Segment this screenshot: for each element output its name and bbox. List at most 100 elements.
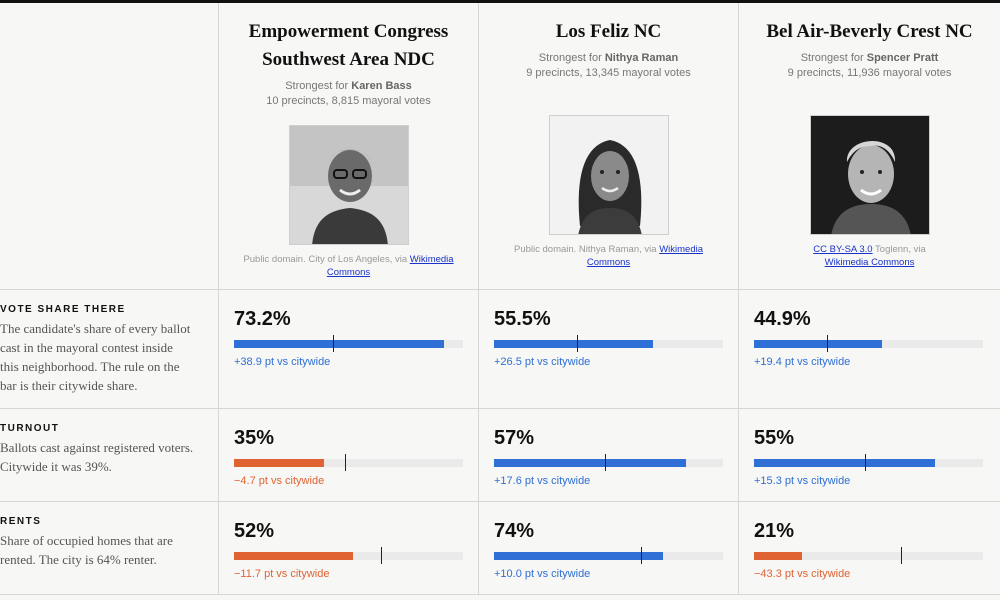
strongest-prefix: Strongest for	[538, 52, 605, 64]
metric-value: 55.5%	[494, 308, 551, 330]
candidate-name: Nithya Raman	[604, 52, 679, 64]
credit-text: Toglenn, via	[872, 244, 926, 255]
strongest-prefix: Strongest for	[800, 52, 867, 64]
metric-value: 73.2%	[234, 308, 291, 330]
precinct-stats: 9 precincts, 13,345 mayoral votes	[526, 67, 691, 79]
bar-fill	[754, 340, 882, 348]
delta-text: −4.7 pt vs citywide	[234, 475, 325, 487]
citywide-rule	[827, 335, 828, 352]
strongest-for: Strongest for Nithya Raman	[494, 51, 723, 66]
comparison-table: Empowerment Congress Southwest Area NDC …	[0, 3, 1000, 595]
citywide-rule	[865, 454, 866, 471]
candidate-name: Karen Bass	[351, 80, 412, 92]
metric-cell: 74% +10.0 pt vs citywide	[479, 502, 739, 594]
neighborhood-title: Los Feliz NC	[494, 18, 723, 46]
metric-cell: 35% −4.7 pt vs citywide	[219, 409, 479, 501]
neighborhood-title-line1: Los Feliz NC	[555, 21, 662, 42]
portrait-icon	[809, 115, 930, 235]
metric-cell: 21% −43.3 pt vs citywide	[739, 502, 1000, 594]
citywide-rule	[641, 547, 642, 564]
bar-fill	[494, 340, 653, 348]
strongest-prefix: Strongest for	[285, 80, 352, 92]
metric-row-rents: RENTS Share of occupied homes that are r…	[0, 502, 1000, 595]
top-rule	[0, 0, 1000, 3]
header-row: Empowerment Congress Southwest Area NDC …	[0, 3, 1000, 290]
delta-text: +38.9 pt vs citywide	[234, 356, 331, 368]
candidate-column: Los Feliz NC Strongest for Nithya Raman …	[479, 3, 739, 289]
metric-bar	[754, 547, 983, 564]
metric-cell: 44.9% +19.4 pt vs citywide	[739, 290, 1000, 408]
bar-fill	[754, 459, 935, 467]
bar-fill	[494, 459, 686, 467]
metric-value: 35%	[234, 427, 275, 449]
metric-description: Share of occupied homes that are rented.…	[0, 533, 173, 567]
metric-description: The candidate's share of every ballot ca…	[0, 321, 191, 393]
metric-bar	[494, 454, 723, 471]
metric-label: VOTE SHARE THERE	[0, 304, 126, 315]
wikimedia-link[interactable]: Wikimedia Commons	[824, 257, 915, 268]
header-label-cell	[0, 3, 219, 289]
delta-text: −11.7 pt vs citywide	[234, 568, 330, 580]
neighborhood-title-line1: Bel Air-Beverly Crest NC	[766, 21, 973, 42]
metric-bar	[234, 454, 463, 471]
metric-value: 57%	[494, 427, 535, 449]
bar-fill	[234, 459, 324, 467]
candidate-name: Spencer Pratt	[866, 52, 939, 64]
photo-credit: Public domain. City of Los Angeles, via …	[234, 253, 463, 279]
neighborhood-title-line1: Empowerment Congress	[248, 21, 449, 42]
citywide-rule	[345, 454, 346, 471]
metric-bar	[754, 335, 983, 352]
candidate-column: Empowerment Congress Southwest Area NDC …	[219, 3, 479, 289]
metric-bar	[754, 454, 983, 471]
metric-cell: 55.5% +26.5 pt vs citywide	[479, 290, 739, 408]
credit-text: Public domain. City of Los Angeles, via	[243, 254, 410, 265]
bar-fill	[754, 552, 802, 560]
delta-text: +10.0 pt vs citywide	[494, 568, 591, 580]
portrait-icon	[288, 125, 409, 245]
wikimedia-link[interactable]: Wikimedia Commons	[586, 244, 704, 268]
wikimedia-link[interactable]: Wikimedia Commons	[326, 254, 454, 278]
citywide-rule	[901, 547, 902, 564]
metric-description: Ballots cast against registered voters. …	[0, 440, 194, 474]
license-link[interactable]: CC BY-SA 3.0	[813, 244, 873, 255]
delta-text: +26.5 pt vs citywide	[494, 356, 591, 368]
bar-fill	[234, 552, 353, 560]
metric-label: TURNOUT	[0, 423, 60, 434]
neighborhood-title: Empowerment Congress Southwest Area NDC	[234, 18, 463, 74]
neighborhood-title-line2: Southwest Area NDC	[262, 49, 435, 70]
metric-row-turnout: TURNOUT Ballots cast against registered …	[0, 409, 1000, 502]
metric-bar	[494, 335, 723, 352]
photo-credit: Public domain. Nithya Raman, via Wikimed…	[494, 243, 723, 269]
delta-text: +17.6 pt vs citywide	[494, 475, 591, 487]
metric-value: 74%	[494, 520, 535, 542]
metric-value: 44.9%	[754, 308, 811, 330]
photo-credit: CC BY-SA 3.0 Toglenn, via Wikimedia Comm…	[754, 243, 985, 269]
metric-cell: 55% +15.3 pt vs citywide	[739, 409, 1000, 501]
metric-cell: 52% −11.7 pt vs citywide	[219, 502, 479, 594]
strongest-for: Strongest for Spencer Pratt	[754, 51, 985, 66]
metric-cell: 57% +17.6 pt vs citywide	[479, 409, 739, 501]
metric-bar	[494, 547, 723, 564]
metric-label-cell: RENTS Share of occupied homes that are r…	[0, 502, 219, 594]
bar-fill	[234, 340, 444, 348]
precinct-stats: 9 precincts, 11,936 mayoral votes	[787, 67, 952, 79]
portrait-icon	[548, 115, 669, 235]
credit-text: Public domain. Nithya Raman, via	[513, 244, 660, 255]
metric-row-vote-share: VOTE SHARE THERE The candidate's share o…	[0, 290, 1000, 409]
delta-text: −43.3 pt vs citywide	[754, 568, 851, 580]
precinct-stats: 10 precincts, 8,815 mayoral votes	[266, 95, 431, 107]
bar-fill	[494, 552, 663, 560]
metric-value: 55%	[754, 427, 795, 449]
citywide-rule	[605, 454, 606, 471]
metric-value: 52%	[234, 520, 275, 542]
candidate-column: Bel Air-Beverly Crest NC Strongest for S…	[739, 3, 1000, 289]
metric-bar	[234, 547, 463, 564]
citywide-rule	[333, 335, 334, 352]
strongest-for: Strongest for Karen Bass	[234, 79, 463, 94]
citywide-rule	[381, 547, 382, 564]
metric-label: RENTS	[0, 516, 42, 527]
delta-text: +19.4 pt vs citywide	[754, 356, 851, 368]
metric-label-cell: TURNOUT Ballots cast against registered …	[0, 409, 219, 501]
metric-label-cell: VOTE SHARE THERE The candidate's share o…	[0, 290, 219, 408]
neighborhood-title: Bel Air-Beverly Crest NC	[754, 18, 985, 46]
